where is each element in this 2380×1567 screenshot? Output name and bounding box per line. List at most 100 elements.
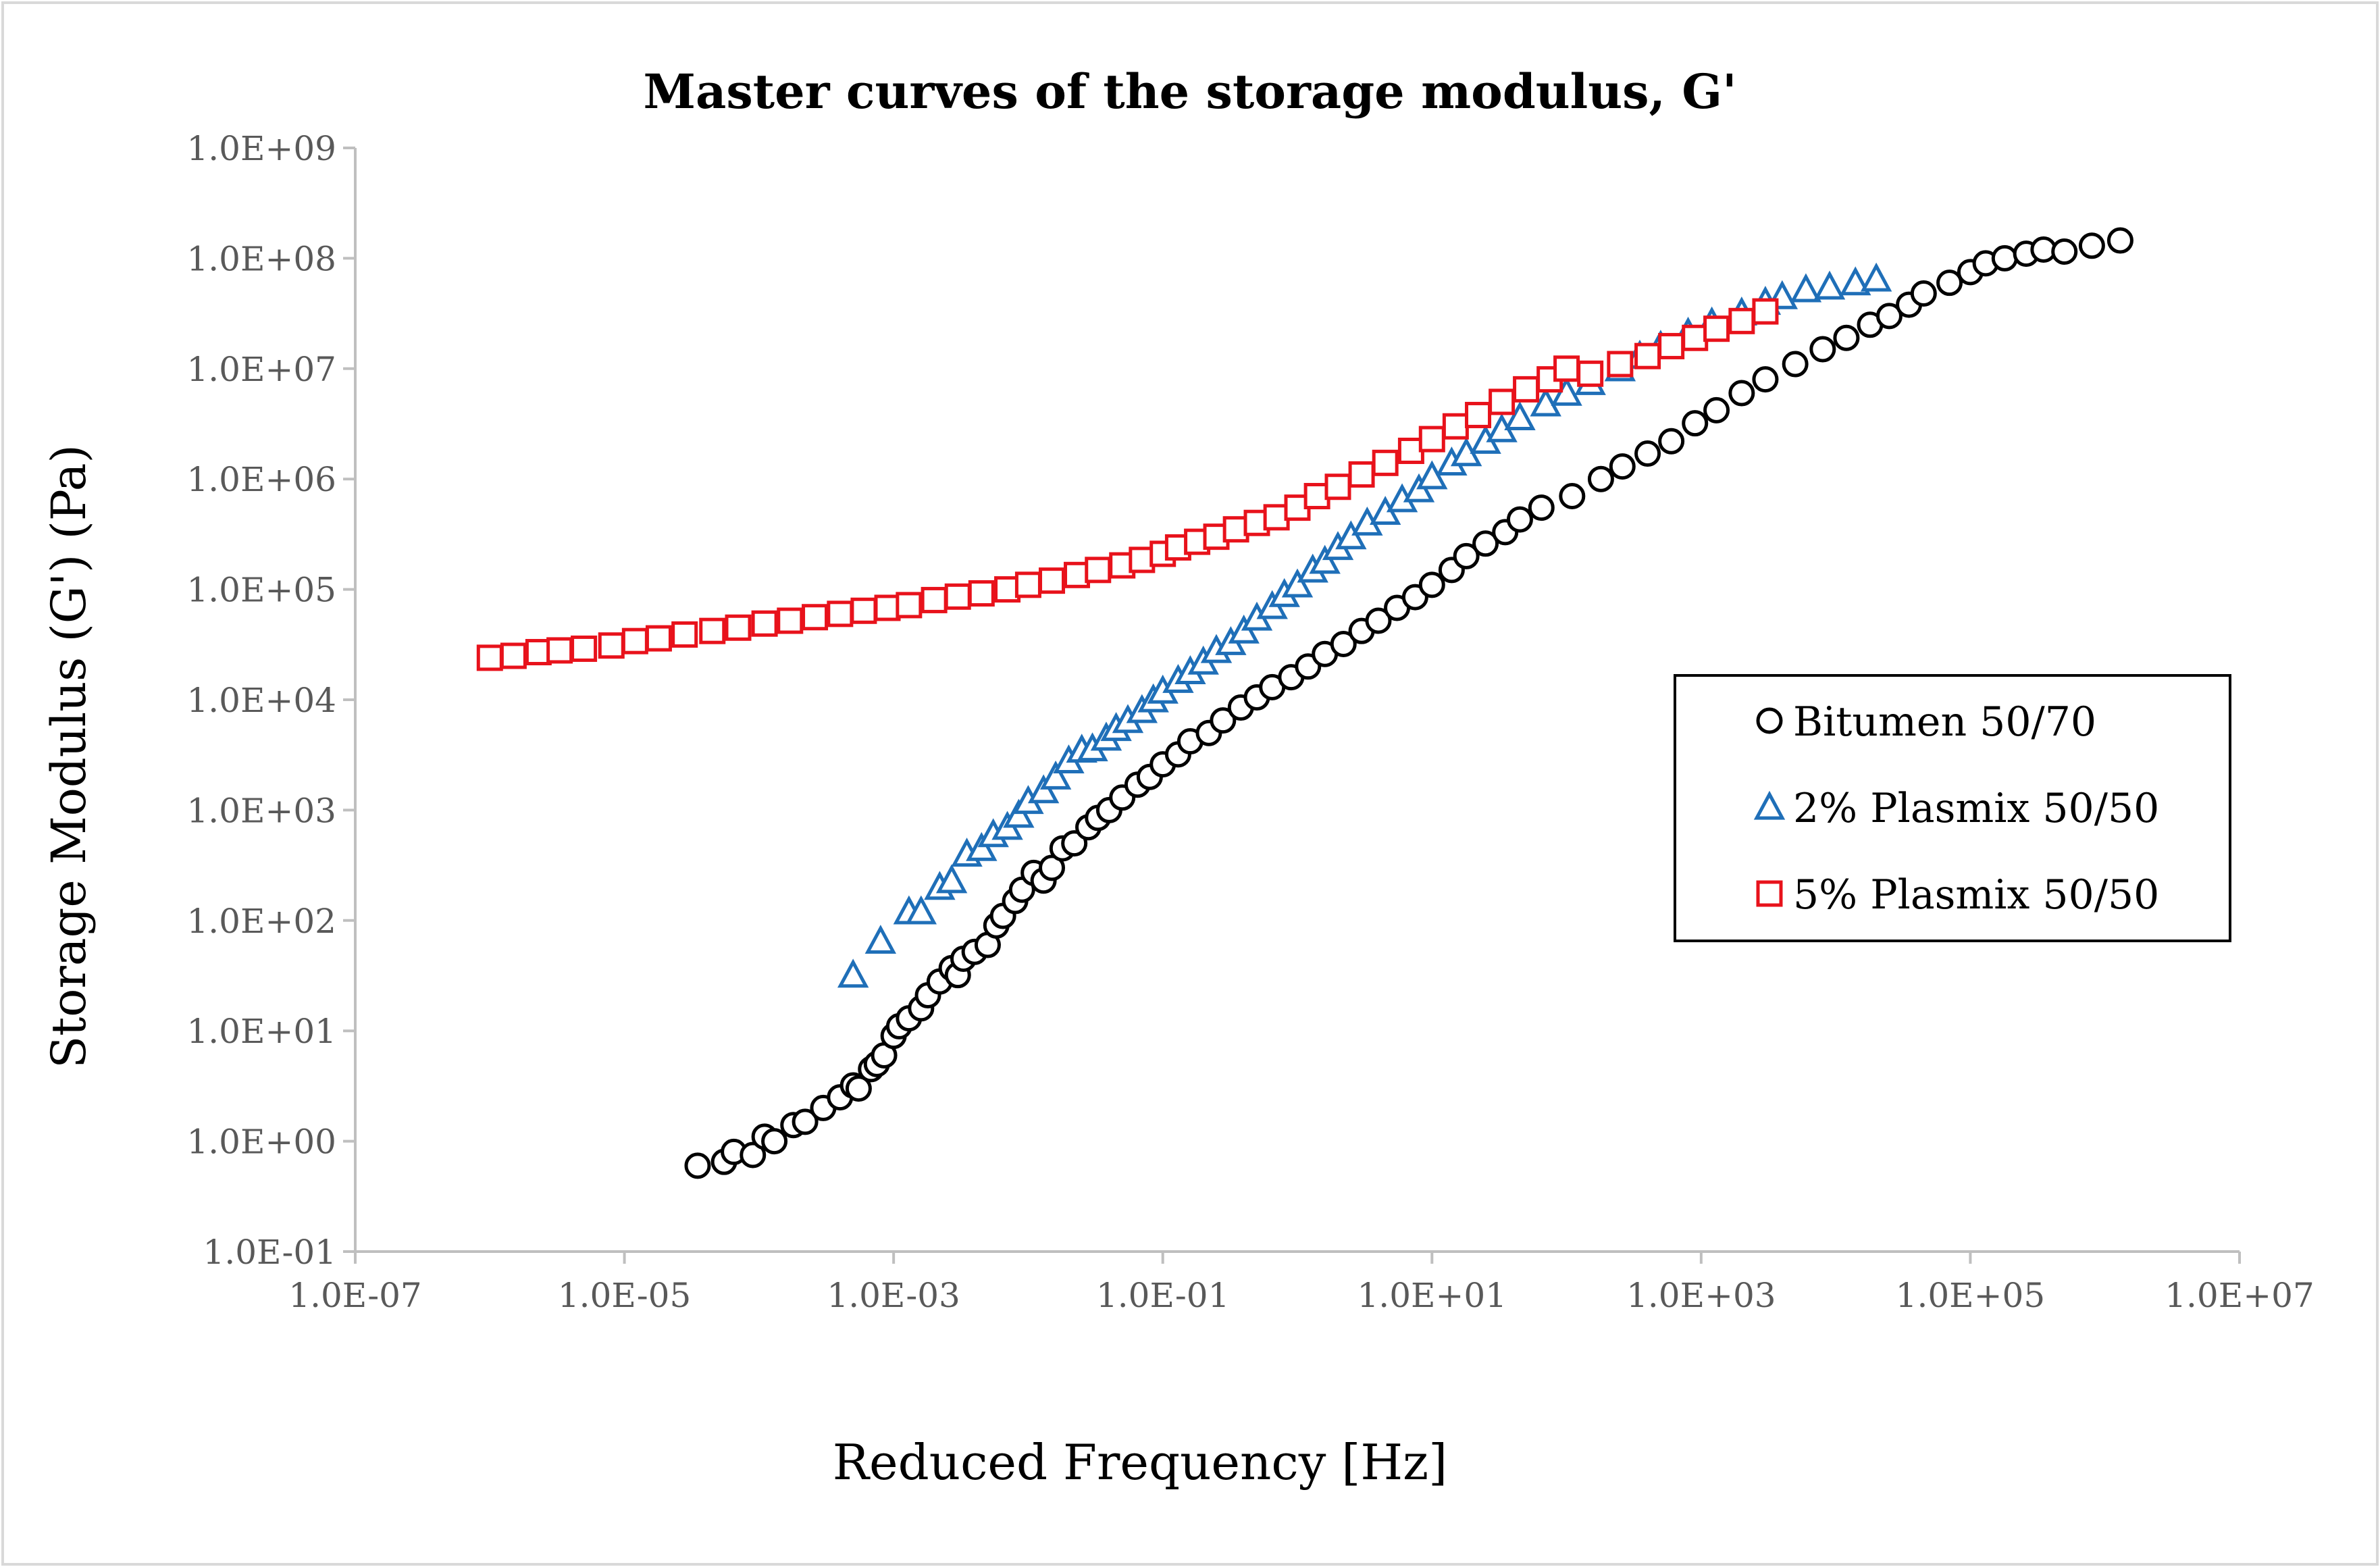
data-point — [476, 644, 503, 671]
data-point — [1752, 298, 1779, 325]
x-tick-label: 1.0E+07 — [2165, 1276, 2314, 1315]
data-point — [740, 1141, 767, 1168]
data-point — [837, 958, 869, 988]
data-point — [1530, 387, 1561, 417]
data-point — [1782, 351, 1809, 378]
data-point — [1309, 544, 1341, 574]
legend-label: 2% Plasmix 50/50 — [1793, 785, 2159, 832]
x-tick-label: 1.0E+03 — [1626, 1276, 1776, 1315]
y-tick-label: 1.0E+00 — [186, 1123, 336, 1162]
y-tick-label: 1.0E+01 — [186, 1012, 336, 1051]
series-triangle — [837, 262, 1892, 988]
data-point — [1442, 413, 1469, 440]
data-point — [845, 1075, 872, 1102]
y-tick-label: 1.0E+08 — [186, 239, 336, 278]
data-point — [1027, 774, 1060, 804]
data-point — [1682, 324, 1709, 351]
data-point — [1833, 324, 1860, 351]
data-point — [546, 637, 573, 664]
x-tick-label: 1.0E+01 — [1357, 1276, 1507, 1315]
data-point — [1453, 542, 1480, 569]
data-point — [1365, 607, 1392, 634]
data-point — [1281, 568, 1314, 598]
data-point — [1418, 571, 1445, 598]
data-point — [500, 642, 527, 669]
y-tick-label: 1.0E+02 — [186, 902, 336, 941]
data-point — [1790, 273, 1822, 303]
data-point — [1416, 460, 1448, 490]
data-point — [1860, 262, 1892, 292]
x-tick-label: 1.0E-07 — [288, 1276, 421, 1315]
data-point — [1418, 426, 1445, 453]
data-point — [1039, 760, 1072, 790]
data-point — [1324, 473, 1351, 500]
data-point — [1553, 355, 1580, 382]
data-point — [1330, 630, 1357, 657]
data-point — [1809, 336, 1836, 363]
y-tick-label: 1.0E+03 — [186, 791, 336, 830]
data-point — [2078, 232, 2105, 259]
data-point — [1039, 854, 1066, 881]
data-point — [1506, 506, 1533, 533]
data-point — [1039, 567, 1066, 594]
data-point — [1348, 461, 1375, 488]
data-point — [1752, 366, 1779, 393]
data-point — [621, 627, 648, 654]
data-point — [1528, 494, 1555, 521]
data-point — [699, 617, 726, 644]
data-point — [1465, 401, 1492, 428]
legend-marker-square — [1756, 880, 1783, 907]
data-point — [1682, 410, 1709, 437]
data-point — [802, 604, 829, 631]
data-point — [1703, 315, 1730, 342]
data-point — [1875, 303, 1903, 330]
data-point — [1489, 388, 1516, 415]
data-point — [1634, 342, 1661, 369]
data-point — [935, 864, 968, 894]
data-point — [1513, 376, 1540, 403]
data-point — [1335, 520, 1367, 550]
data-point — [751, 610, 778, 637]
data-point — [1813, 270, 1846, 300]
plot-marks — [476, 227, 2133, 1179]
data-point — [671, 621, 698, 648]
legend-marker-circle — [1756, 707, 1783, 734]
axes: 1.0E-01 1.0E+00 1.0E+01 1.0E+02 1.0E+03 1.0E+… — [186, 129, 2314, 1315]
data-point — [1728, 307, 1755, 334]
x-tick-label: 1.0E-01 — [1096, 1276, 1229, 1315]
data-point — [1397, 437, 1424, 464]
data-point — [1559, 483, 1586, 510]
data-point — [1840, 266, 1871, 296]
y-tick-label: 1.0E+09 — [186, 129, 336, 168]
chart-title: Master curves of the storage modulus, G' — [643, 63, 1736, 120]
data-point — [1061, 830, 1088, 857]
data-point — [1504, 401, 1536, 430]
data-point — [1085, 557, 1112, 584]
data-point — [1472, 530, 1499, 557]
y-tick-label: 1.0E+04 — [186, 681, 336, 720]
data-point — [1587, 465, 1614, 492]
data-point — [966, 831, 998, 861]
data-point — [874, 594, 901, 621]
legend-marker-triangle — [1753, 790, 1786, 820]
series-circle — [684, 227, 2133, 1179]
data-point — [1372, 449, 1399, 476]
series-square — [476, 298, 1779, 671]
data-point — [1577, 360, 1604, 387]
data-point — [827, 600, 854, 627]
data-point — [1658, 428, 1685, 455]
data-point — [571, 635, 598, 662]
data-point — [850, 597, 877, 624]
data-point — [944, 583, 971, 610]
data-point — [1936, 269, 1963, 297]
data-point — [2106, 227, 2133, 254]
data-point — [1607, 351, 1634, 378]
data-point — [1703, 396, 1730, 423]
data-point — [684, 1152, 711, 1179]
data-point — [761, 1128, 788, 1155]
data-point — [792, 1108, 819, 1135]
data-point — [777, 607, 804, 634]
data-point — [1634, 440, 1661, 467]
data-point — [1910, 280, 1937, 307]
